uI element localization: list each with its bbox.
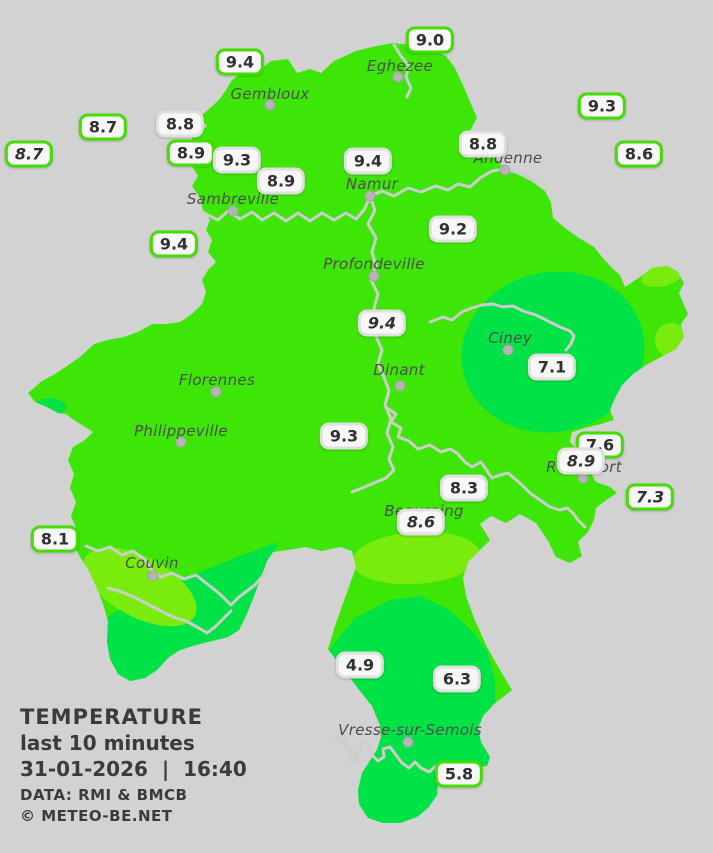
temp-badge: 7.1 xyxy=(527,353,577,381)
city-dot xyxy=(175,436,187,448)
temp-badge: 9.4 xyxy=(343,147,393,175)
river-meuse-east xyxy=(368,167,540,198)
data-source: DATA: RMI & BMCB xyxy=(20,786,188,804)
city-dots xyxy=(147,71,589,748)
temp-badge: 7.3 xyxy=(625,483,675,511)
temp-badge: 8.8 xyxy=(458,130,508,158)
rivers xyxy=(84,43,587,774)
temp-badge: 6.3 xyxy=(432,665,482,693)
temp-badge: 9.2 xyxy=(428,215,478,243)
river-eau-noire xyxy=(84,544,268,607)
city-label: Vresse-sur-Semois xyxy=(338,721,482,739)
city-label: Gembloux xyxy=(230,85,310,103)
city-label: Ciney xyxy=(488,329,532,347)
city-label: Florennes xyxy=(178,371,256,389)
temp-badge: 8.6 xyxy=(396,508,446,536)
cold-zone-ciney xyxy=(461,271,645,433)
temp-badge: 8.3 xyxy=(439,474,489,502)
temp-badge: 9.4 xyxy=(215,48,265,76)
city-label: Sambreville xyxy=(186,190,280,208)
temp-badge: 9.3 xyxy=(319,422,369,450)
temp-badge: 8.9 xyxy=(256,167,306,195)
temp-badge: 5.8 xyxy=(434,760,484,788)
temp-badge: 9.4 xyxy=(149,230,199,258)
city-dot xyxy=(227,205,239,217)
mild-zone-couvin xyxy=(83,547,197,627)
city-dot xyxy=(394,380,406,392)
river-mehaigne xyxy=(392,43,413,99)
temp-badge: 8.8 xyxy=(155,110,205,138)
city-dot xyxy=(368,270,380,282)
city-label: Namur xyxy=(345,175,399,193)
temp-badge: 8.9 xyxy=(166,139,216,167)
temp-badge: 8.7 xyxy=(78,113,128,141)
city-label: Couvin xyxy=(125,554,179,572)
map-datetime: 31-01-2026 | 16:40 xyxy=(20,757,247,781)
temp-badge: 9.0 xyxy=(405,26,455,54)
temp-badge: 9.3 xyxy=(577,92,627,120)
copyright: © METEO-BE.NET xyxy=(20,807,173,825)
city-dot xyxy=(499,164,511,176)
river-semois xyxy=(329,734,443,774)
city-label: Eghezee xyxy=(366,57,434,75)
city-dot xyxy=(210,386,222,398)
city-label: Profondeville xyxy=(323,255,425,273)
river-bocq xyxy=(428,302,576,352)
temp-badge: 8.6 xyxy=(614,140,664,168)
temp-badge: 8.1 xyxy=(30,525,80,553)
title-block: TEMPERATURE last 10 minutes 31-01-2026 |… xyxy=(20,704,247,827)
river-meuse-south xyxy=(350,195,396,494)
city-dot xyxy=(392,71,404,83)
city-dot xyxy=(147,570,159,582)
map-subtitle: last 10 minutes xyxy=(20,731,195,755)
temp-badge: 8.9 xyxy=(556,447,606,475)
river-eau-blanche xyxy=(106,586,233,635)
city-label: Dinant xyxy=(373,361,425,379)
river-lesse xyxy=(385,406,587,529)
city-dot xyxy=(264,99,276,111)
map-title: TEMPERATURE xyxy=(20,705,203,729)
mild-zone-tail-top xyxy=(352,531,480,585)
city-label: Philippeville xyxy=(134,422,228,440)
city-dot xyxy=(364,190,376,202)
temp-badge: 9.4 xyxy=(357,309,407,337)
temp-badge: 8.7 xyxy=(4,140,54,168)
city-dot xyxy=(402,736,414,748)
temp-badge: 4.9 xyxy=(335,651,385,679)
city-dot xyxy=(502,344,514,356)
temp-badge: 9.3 xyxy=(212,146,262,174)
